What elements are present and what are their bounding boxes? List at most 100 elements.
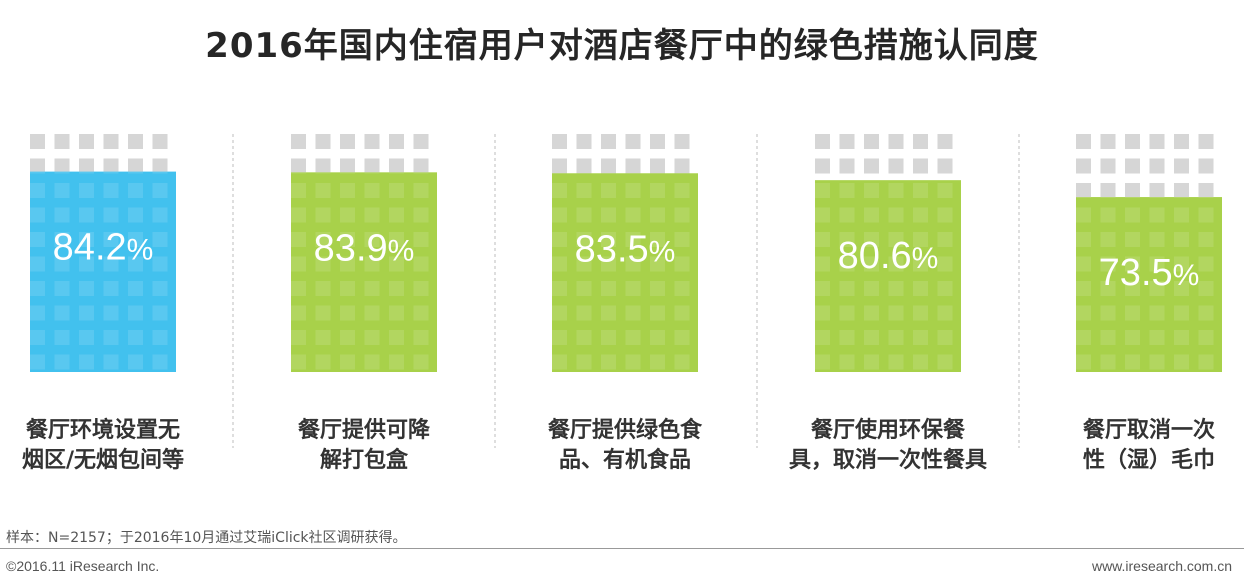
bar-texture-square [340,207,355,223]
grid-square [152,158,168,174]
grid-square [103,134,119,149]
bar-texture [1076,197,1214,370]
bar-texture-square [864,281,879,296]
grid-square [839,134,855,149]
bar-texture-square [937,256,953,272]
bar-texture-square [1149,207,1165,223]
bar-texture-square [103,281,119,296]
value-label: 84.2% [53,227,154,269]
bar-texture-square [650,305,665,321]
bar-texture [552,173,690,370]
bar-texture-square [364,172,380,174]
bar-texture-square [340,256,355,272]
bar-texture-square [650,207,665,223]
grid-square [79,158,94,174]
bar-texture-square [576,207,592,223]
bar-texture-square [625,183,641,198]
bar-texture-square [839,232,855,247]
bar-texture-square [364,305,380,321]
bar-texture-square [103,183,119,198]
bar [291,172,437,372]
grid-square [625,158,641,174]
grid-square [937,134,953,149]
bar-texture-square [674,305,690,321]
bar-texture-square [79,232,94,247]
bar-texture-square [103,232,119,247]
bar-texture-square [340,183,355,198]
bar-texture-square [1149,197,1165,198]
bar-texture-square [128,207,143,223]
category-label: 餐厅提供绿色食 品、有机食品 [547,418,702,473]
bar-texture-square [79,330,94,345]
bar-texture-square [103,207,119,223]
grid-square [864,158,879,174]
bar-texture-square [1149,256,1165,272]
bar-texture-square [864,330,879,345]
bar-texture-square [815,281,830,296]
bar-texture-square [552,207,567,223]
grid-square [364,134,380,149]
bar-texture-square [913,207,928,223]
grid-square [625,134,641,149]
bar-texture-square [913,256,928,272]
grid-square [54,134,70,149]
value-label: 83.5% [575,228,676,270]
grid-square [1100,158,1116,174]
bar-texture-square [937,330,953,345]
bar-texture-square [364,207,380,223]
bar-texture-square [152,183,168,198]
bar-texture-square [54,207,70,223]
bar-texture-square [839,330,855,345]
grid-square [389,158,404,174]
grid-square [650,158,665,174]
bar-texture-square [152,171,168,174]
grid-square [815,158,830,174]
bar-texture-square [79,354,94,370]
bar-texture-square [413,172,429,174]
bar-texture-square [315,183,331,198]
bar-texture-square [888,281,904,296]
bar-texture-square [128,256,143,272]
bar-texture-square [315,281,331,296]
bar-texture-square [601,305,616,321]
category-label: 餐厅取消一次 性（湿）毛巾 [1082,418,1215,473]
bar-texture-square [1100,256,1116,272]
bar-texture-square [625,232,641,247]
bar-texture-square [340,354,355,370]
bar-texture-square [601,354,616,370]
bar-texture-square [291,232,306,247]
bar-texture-square [601,256,616,272]
website-link[interactable]: www.iresearch.com.cn [1091,558,1232,574]
bar-texture-square [552,183,567,198]
grid-square [888,134,904,149]
grid-square [1125,183,1140,198]
bar-texture-square [103,256,119,272]
bar-texture-square [888,330,904,345]
bar-texture-square [937,354,953,370]
bar-texture-square [1076,232,1091,247]
grid-square [650,134,665,149]
bar-texture-square [650,330,665,345]
bar-texture-square [625,330,641,345]
bar-texture-square [340,232,355,247]
grid-square [30,158,45,174]
bar-texture-square [839,354,855,370]
bar-texture-square [888,354,904,370]
bar-texture-square [152,305,168,321]
bar-texture-square [389,183,404,198]
bar-texture-square [152,330,168,345]
bar-texture-square [413,183,429,198]
bar [1076,197,1222,372]
bar-texture-square [625,305,641,321]
grid-square [601,158,616,174]
bar-texture-square [291,281,306,296]
grid-square [552,158,567,174]
bar-texture-square [864,183,879,198]
bar-texture-square [291,354,306,370]
bar-texture-square [340,281,355,296]
bar-texture-square [1100,281,1116,296]
grid-square [389,134,404,149]
bar-texture-square [1100,354,1116,370]
bar-texture-square [1149,281,1165,296]
